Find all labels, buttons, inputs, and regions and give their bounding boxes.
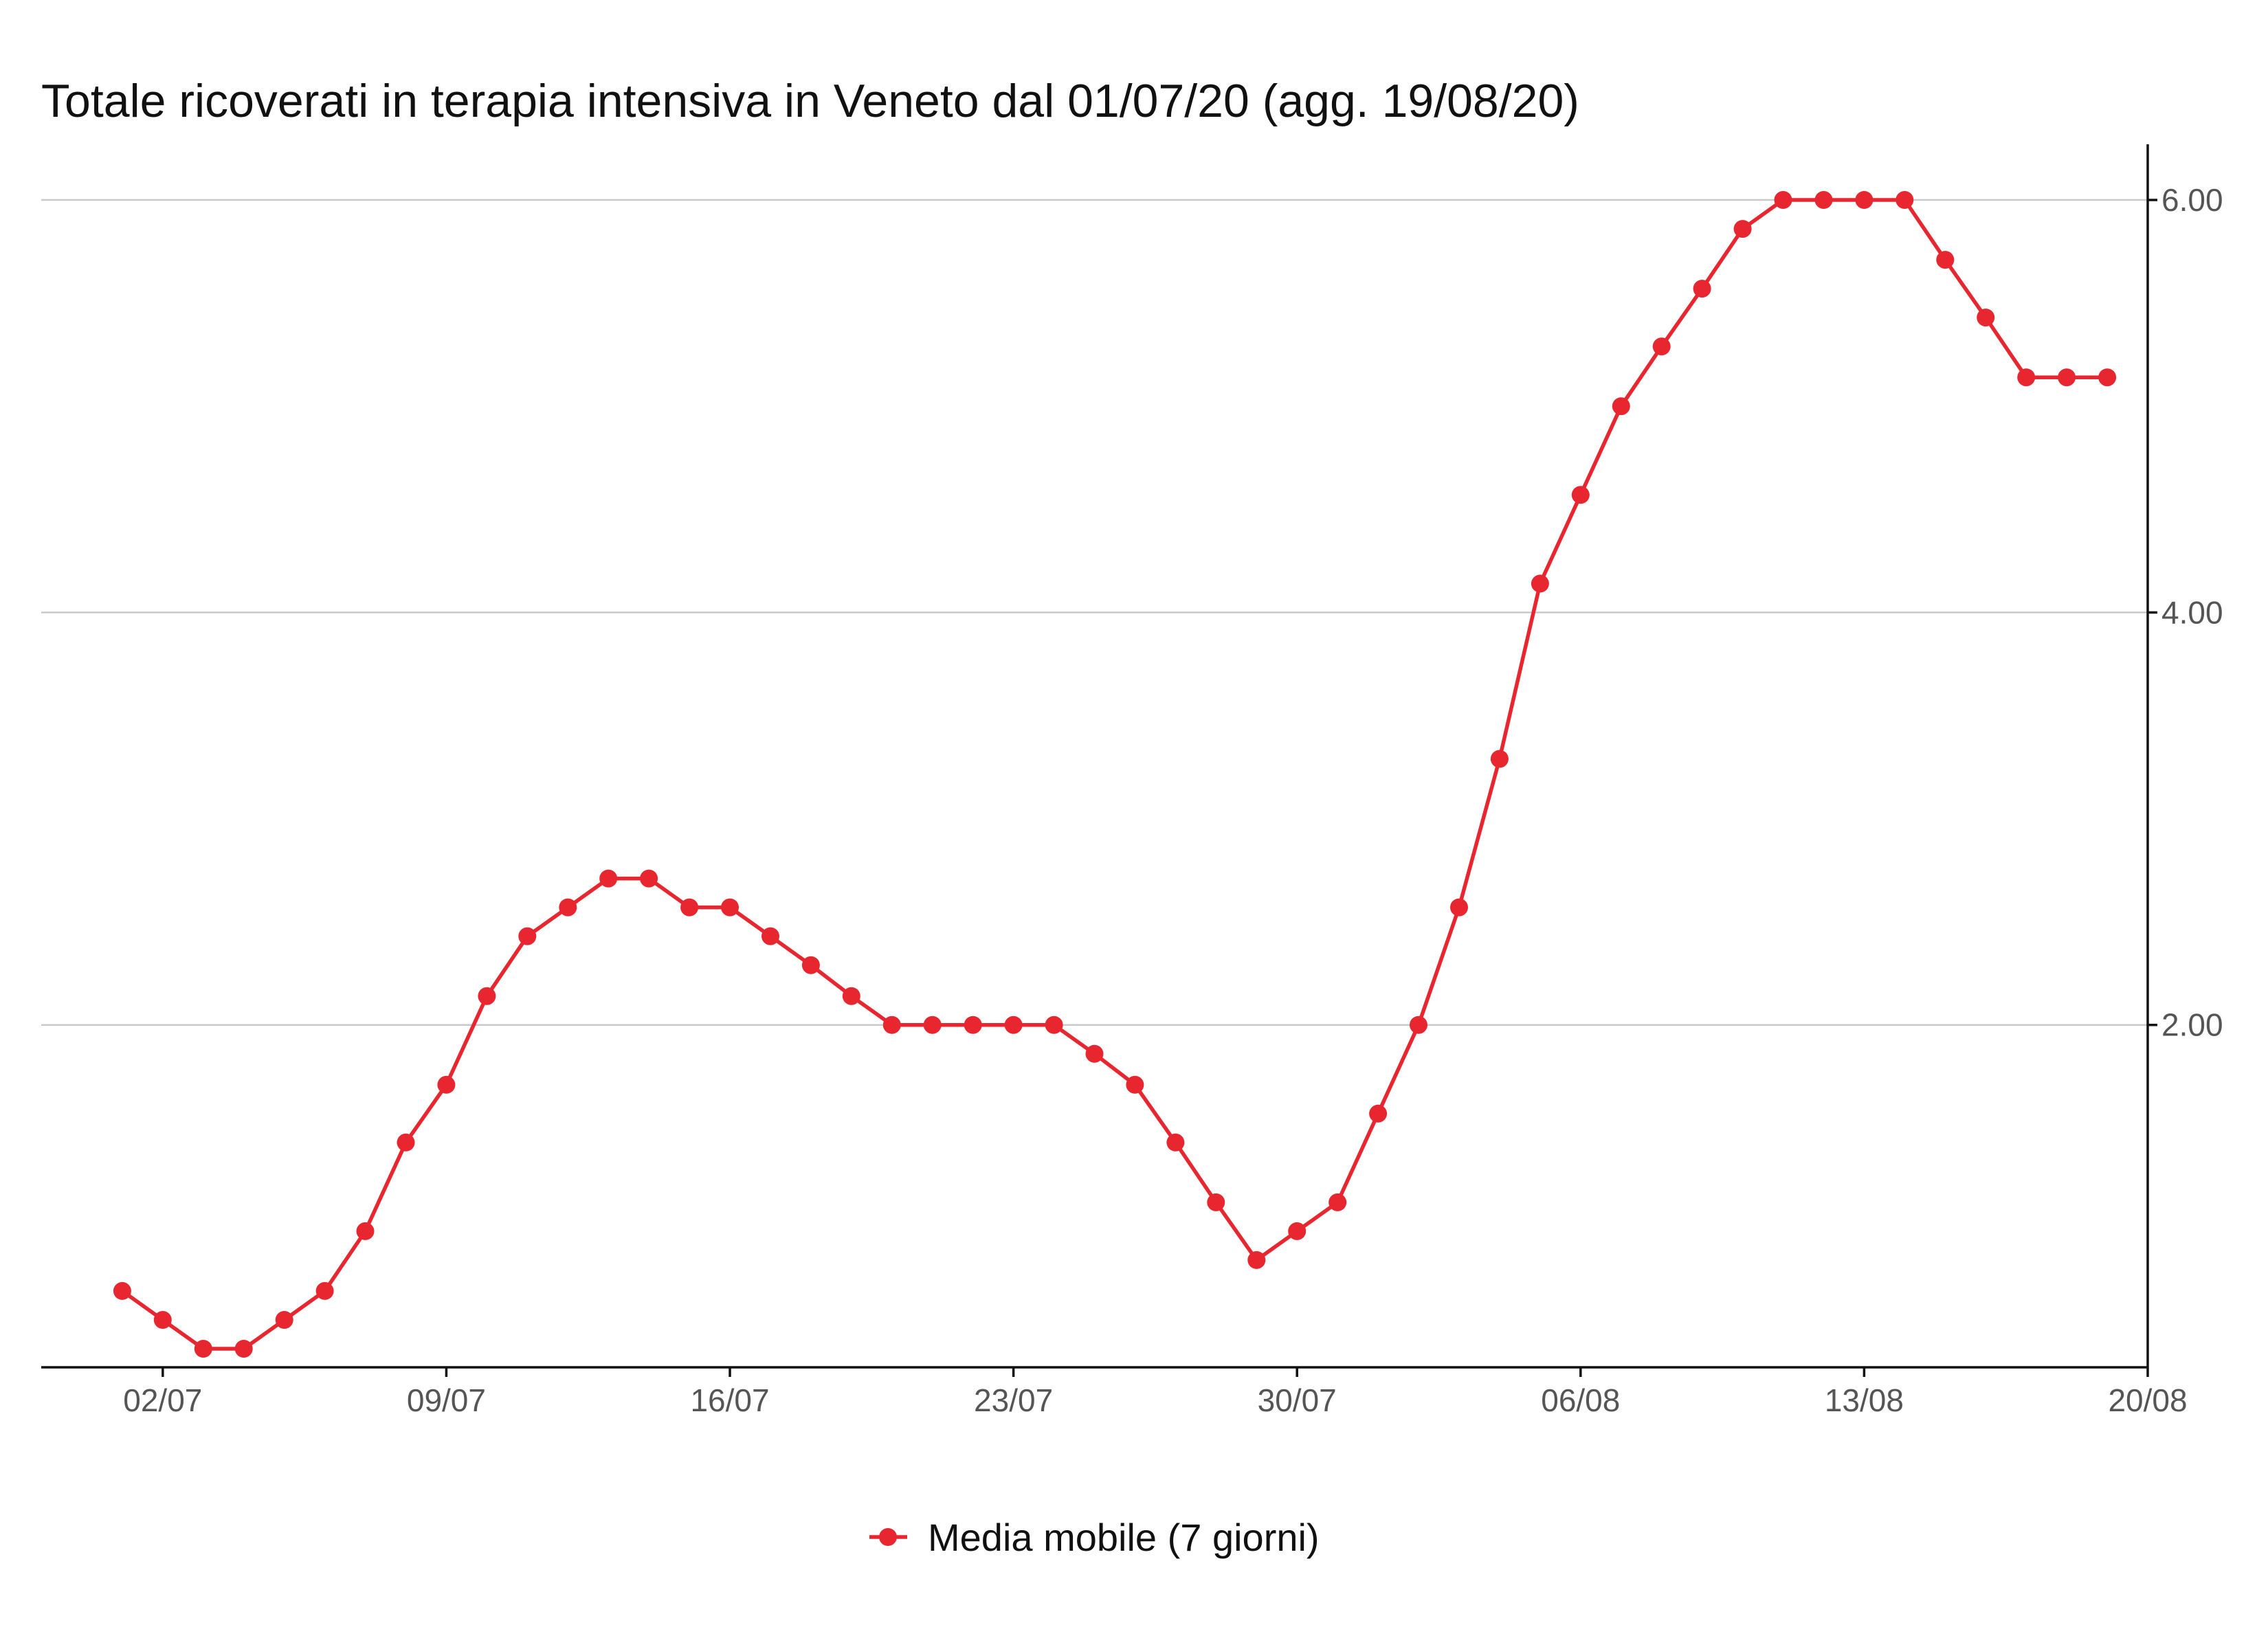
data-point-2020-07-13 bbox=[599, 869, 618, 888]
data-point-2020-07-04 bbox=[234, 1340, 253, 1358]
data-point-2020-08-14 bbox=[1895, 191, 1914, 209]
data-point-2020-07-09 bbox=[437, 1075, 456, 1094]
y-axis-ticks: 2.00 4.00 6.00 bbox=[2148, 182, 2223, 1043]
data-point-2020-07-12 bbox=[559, 898, 577, 917]
data-point-2020-08-03 bbox=[1450, 898, 1468, 917]
legend-point-swatch bbox=[879, 1528, 897, 1546]
data-point-2020-07-11 bbox=[518, 927, 537, 945]
data-point-2020-07-26 bbox=[1126, 1075, 1144, 1094]
data-point-2020-07-18 bbox=[801, 956, 820, 974]
x-tick-label-4: 30/07 bbox=[1258, 1382, 1337, 1418]
data-point-2020-07-08 bbox=[397, 1133, 415, 1152]
y-tick-label-2: 6.00 bbox=[2161, 182, 2223, 218]
data-point-2020-08-19 bbox=[2098, 368, 2117, 387]
data-point-2020-08-09 bbox=[1693, 280, 1711, 298]
data-point-2020-08-13 bbox=[1855, 191, 1874, 209]
data-point-2020-07-16 bbox=[721, 898, 739, 917]
x-axis-ticks: 02/07 09/07 16/07 23/07 30/07 06/08 13/08 20/08 bbox=[123, 1367, 2188, 1418]
data-point-2020-08-15 bbox=[1936, 251, 1955, 269]
data-point-2020-07-22 bbox=[964, 1016, 982, 1034]
data-point-2020-07-24 bbox=[1045, 1016, 1063, 1034]
data-point-2020-07-23 bbox=[1004, 1016, 1023, 1034]
data-point-2020-08-06 bbox=[1571, 486, 1590, 504]
x-tick-label-6: 13/08 bbox=[1825, 1382, 1904, 1418]
data-point-2020-08-01 bbox=[1369, 1104, 1388, 1123]
x-tick-label-1: 09/07 bbox=[407, 1382, 486, 1418]
data-point-2020-08-18 bbox=[2058, 368, 2076, 387]
x-tick-label-2: 16/07 bbox=[690, 1382, 769, 1418]
series-line-media-mobile bbox=[121, 198, 2108, 1351]
data-point-2020-08-08 bbox=[1652, 337, 1671, 356]
grid-lines bbox=[41, 199, 2148, 1026]
data-point-2020-08-17 bbox=[2017, 368, 2036, 387]
data-point-2020-07-10 bbox=[478, 987, 496, 1005]
data-points bbox=[113, 191, 2117, 1358]
data-point-2020-07-05 bbox=[275, 1311, 293, 1329]
y-tick-label-1: 4.00 bbox=[2161, 594, 2223, 630]
data-point-2020-07-15 bbox=[680, 898, 699, 917]
data-point-2020-07-03 bbox=[194, 1340, 212, 1358]
data-point-2020-07-20 bbox=[882, 1016, 901, 1034]
data-point-2020-07-31 bbox=[1328, 1193, 1347, 1211]
data-point-2020-08-16 bbox=[1977, 309, 1995, 327]
x-tick-label-5: 06/08 bbox=[1541, 1382, 1620, 1418]
data-point-2020-08-12 bbox=[1814, 191, 1833, 209]
data-point-2020-08-04 bbox=[1490, 750, 1509, 768]
x-tick-label-3: 23/07 bbox=[974, 1382, 1053, 1418]
data-point-2020-07-21 bbox=[923, 1016, 942, 1034]
data-point-2020-08-11 bbox=[1774, 191, 1792, 209]
data-point-2020-08-10 bbox=[1733, 220, 1752, 238]
chart-title: Totale ricoverati in terapia intensiva i… bbox=[41, 75, 1579, 127]
data-point-2020-07-17 bbox=[761, 927, 779, 945]
legend-label: Media mobile (7 giorni) bbox=[928, 1516, 1320, 1559]
data-point-2020-07-01 bbox=[113, 1281, 131, 1300]
data-point-2020-07-30 bbox=[1288, 1222, 1307, 1240]
data-point-2020-07-29 bbox=[1247, 1250, 1266, 1269]
data-point-2020-07-14 bbox=[640, 869, 658, 888]
data-point-2020-07-25 bbox=[1085, 1044, 1104, 1063]
y-tick-label-0: 2.00 bbox=[2161, 1007, 2223, 1043]
data-point-2020-07-07 bbox=[356, 1222, 375, 1240]
data-point-2020-07-27 bbox=[1166, 1133, 1185, 1152]
data-point-2020-08-05 bbox=[1531, 574, 1549, 593]
data-point-2020-07-06 bbox=[315, 1281, 334, 1300]
data-point-2020-07-19 bbox=[842, 987, 860, 1005]
data-point-2020-07-02 bbox=[153, 1311, 172, 1329]
data-point-2020-07-28 bbox=[1207, 1193, 1225, 1211]
data-point-2020-08-02 bbox=[1410, 1016, 1427, 1034]
x-tick-label-0: 02/07 bbox=[123, 1382, 202, 1418]
data-point-2020-08-07 bbox=[1612, 397, 1630, 416]
legend: Media mobile (7 giorni) bbox=[869, 1516, 1320, 1559]
x-tick-label-7: 20/08 bbox=[2108, 1382, 2187, 1418]
